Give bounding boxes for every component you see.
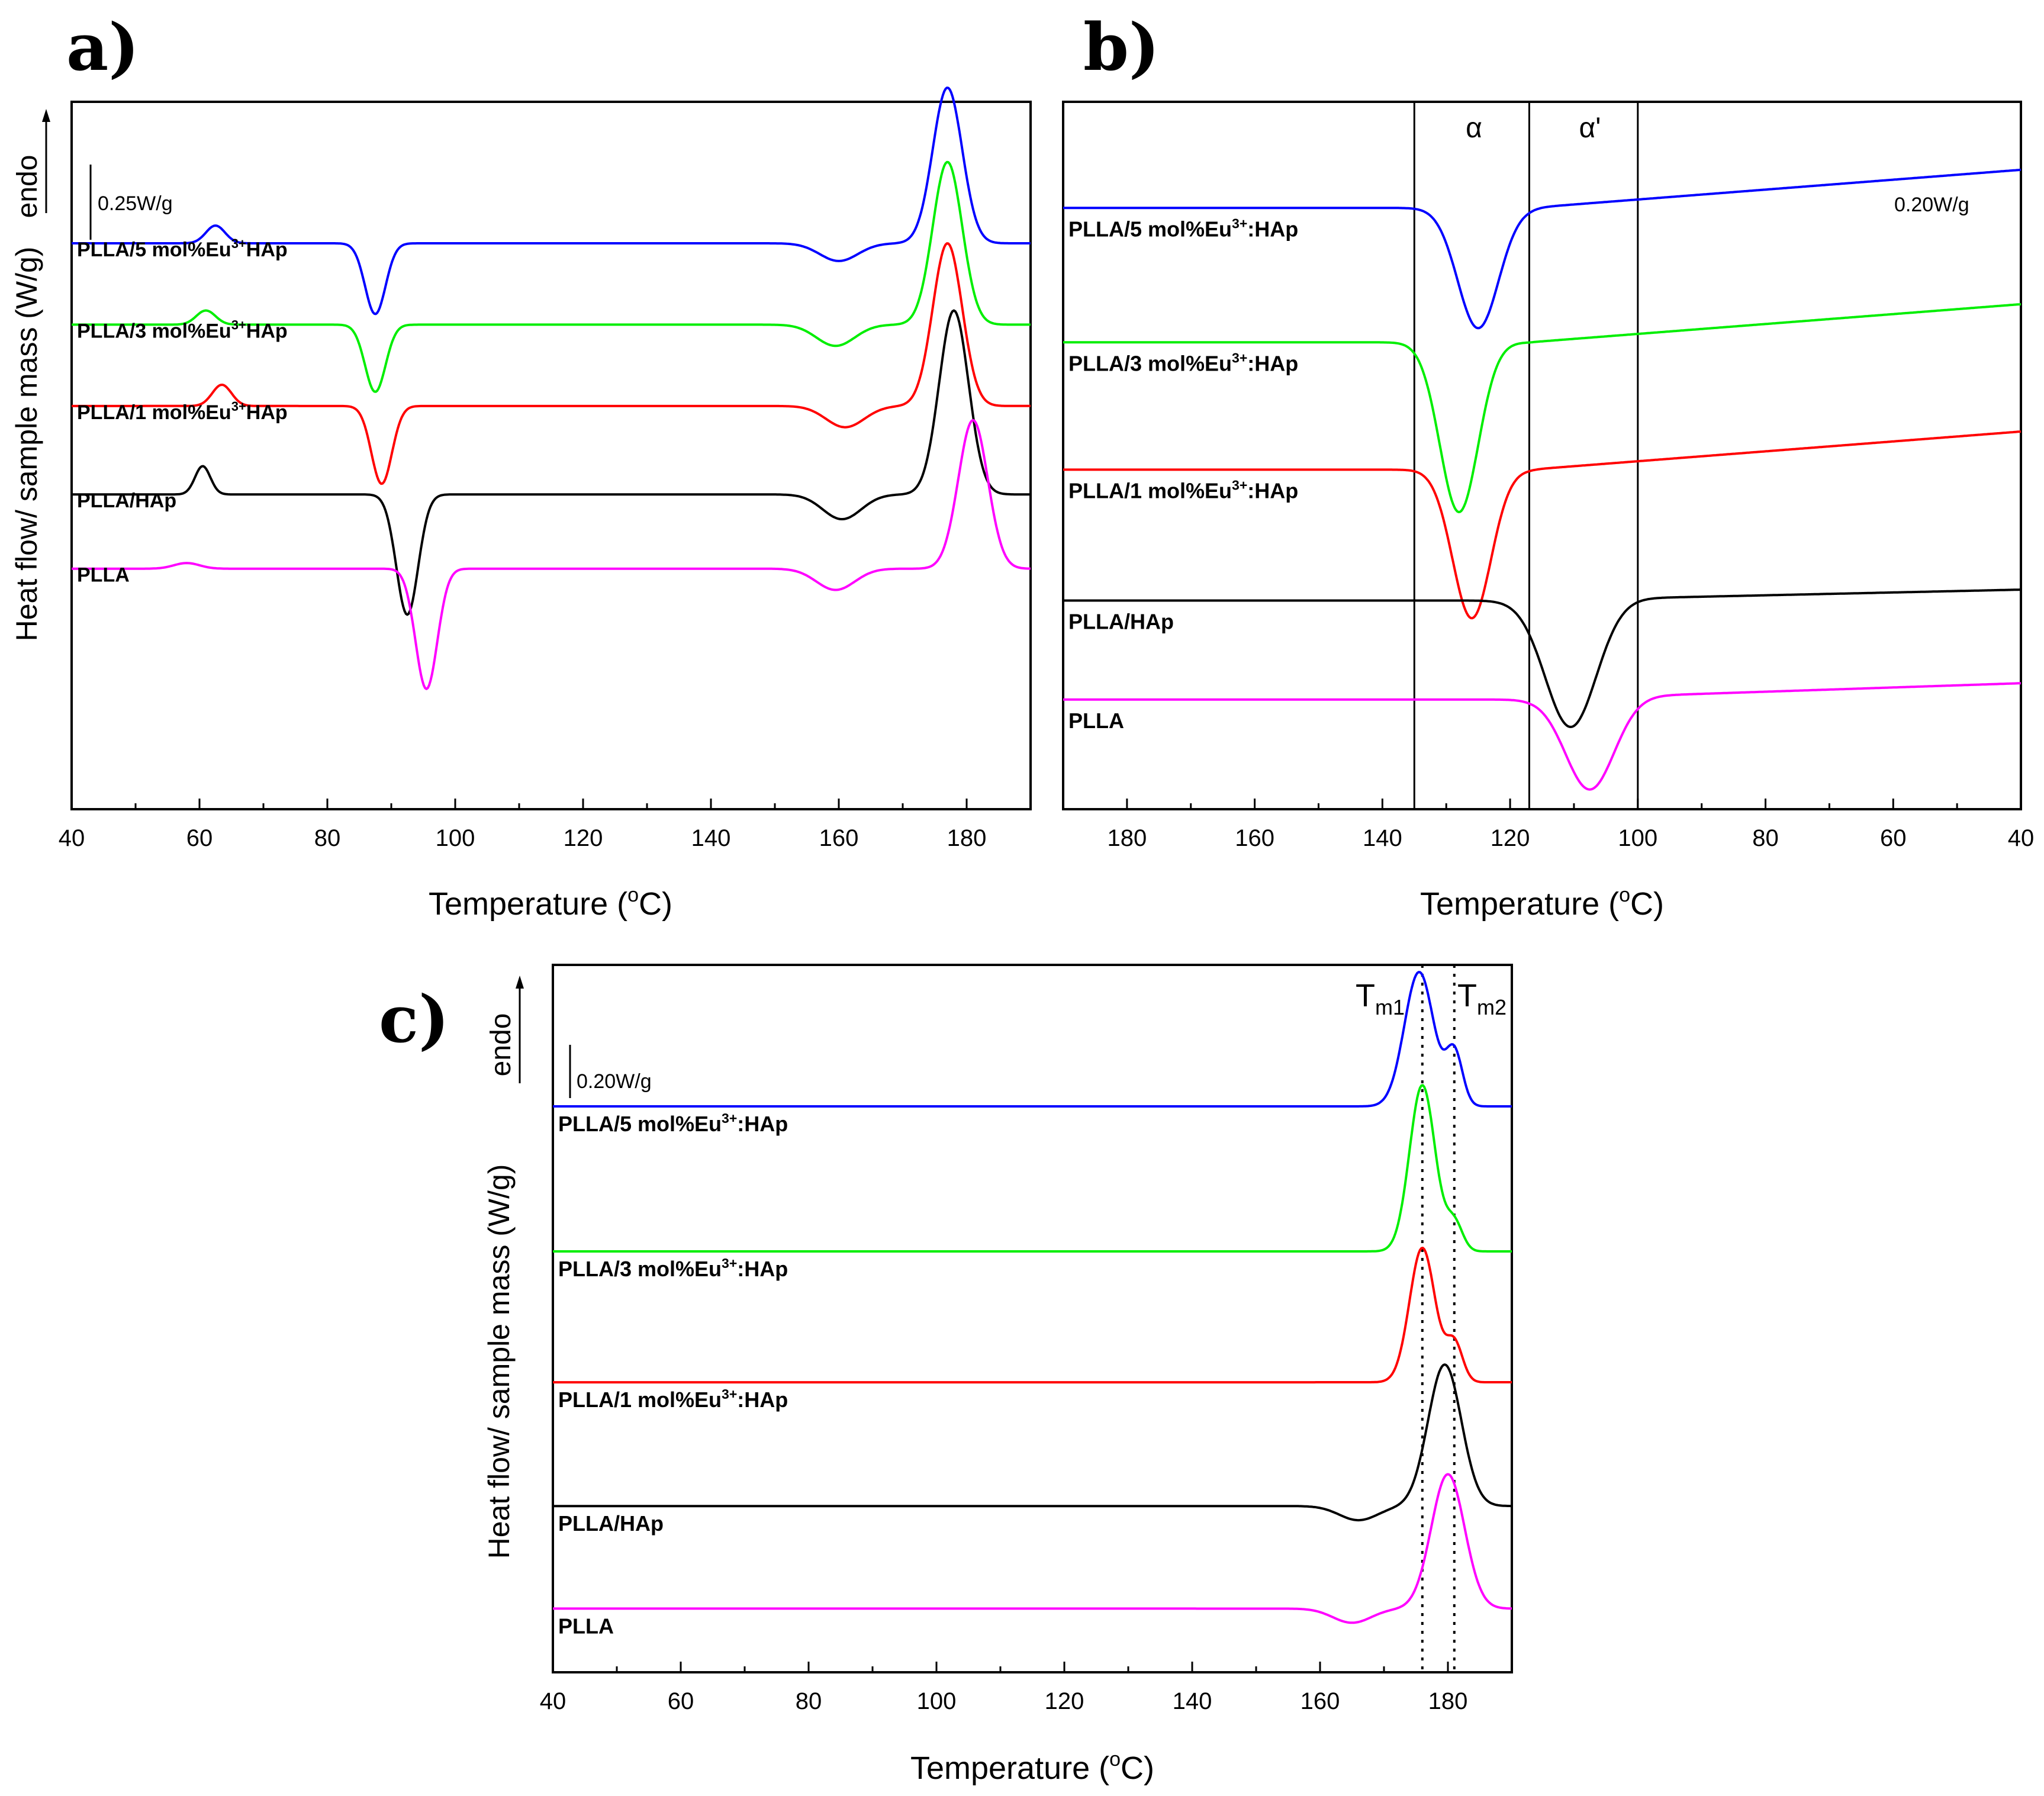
panel-a-endo-arrow (42, 109, 50, 213)
panel-c-series-line (553, 1363, 1512, 1522)
panel-a-series-line (72, 86, 1031, 316)
panel-a-series-label: PLLA/3 mol%Eu3+HAp (77, 317, 288, 342)
panel-a-tick-label: 40 (59, 825, 85, 851)
panel-c-series-label: PLLA/5 mol%Eu3+:HAp (558, 1111, 788, 1136)
panel-c-xlabel: Temperature (oC) (910, 1748, 1154, 1786)
panel-a-tick-label: 180 (947, 825, 987, 851)
panel-a-plot: 40 60 80 100 120 140 160 180 PLLA/5 mol%Eu3+HAp P… (59, 86, 1032, 851)
panel-a-scale-label: 0.25W/g (98, 192, 173, 215)
panel-a-series-line (72, 160, 1031, 393)
panel-c-tick-label: 100 (917, 1688, 957, 1714)
panel-c-plot: 40 60 80 100 120 140 160 180 PLLA/5 mol%Eu3+:HAp… (540, 965, 1513, 1714)
panel-a-series-line (72, 309, 1031, 616)
panel-a-frame (70, 101, 1032, 810)
panel-b-series-label: PLLA/3 mol%Eu3+:HAp (1068, 350, 1298, 375)
panel-c-series-line (553, 971, 1512, 1108)
panel-a-tick-label: 100 (436, 825, 475, 851)
panel-a-series-line (72, 419, 1031, 690)
panel-c-frame (552, 964, 1513, 1673)
panel-b-xlabel: Temperature (oC) (1420, 884, 1664, 922)
panel-b-alpha-label: α (1466, 112, 1482, 144)
panel-a-tick-label: 160 (819, 825, 859, 851)
panel-a-letter: a) (66, 9, 139, 85)
panel-c-endo-arrow (516, 976, 524, 1083)
panel-b-series-label: PLLA/5 mol%Eu3+:HAp (1068, 215, 1298, 241)
panel-a-ylabel: Heat flow/ sample mass (W/g) (10, 247, 43, 642)
panel-c-tm2-label: Tm2 (1457, 978, 1507, 1019)
panel-b-series-label: PLLA (1068, 709, 1124, 733)
panel-a-tick-label: 60 (186, 825, 213, 851)
panel-b-alpha-prime-label: α' (1579, 112, 1601, 144)
panel-b-plot: 180 160 140 120 100 80 60 40 PLLA/5 mol%Eu3+:HAp… (1062, 102, 2035, 851)
panel-c-endo-label: endo (485, 1013, 517, 1077)
panel-c-tick-label: 160 (1301, 1688, 1340, 1714)
panel-c-series-line (553, 1084, 1512, 1253)
panel-c-tick-label: 60 (668, 1688, 694, 1714)
panel-a-tick-label: 80 (314, 825, 341, 851)
panel-c-letter: c) (379, 981, 449, 1057)
panel-c-tick-label: 40 (540, 1688, 566, 1714)
panel-b-letter: b) (1083, 9, 1160, 85)
panel-c-series-label: PLLA/1 mol%Eu3+:HAp (558, 1386, 788, 1412)
panel-c-ylabel: Heat flow/ sample mass (W/g) (482, 1164, 516, 1559)
panel-c-series-label: PLLA/3 mol%Eu3+:HAp (558, 1256, 788, 1281)
panel-b-series-line (1063, 588, 2021, 728)
panel-b-tick-label: 40 (2008, 825, 2035, 851)
panel-b-scale-label: 0.20W/g (1894, 194, 1969, 216)
panel-c-tm1-label: Tm1 (1356, 978, 1405, 1019)
panel-b-series-line (1063, 168, 2022, 330)
panel-b-frame (1062, 101, 2022, 810)
panel-b-tick-label: 120 (1491, 825, 1530, 851)
panel-b-tick-label: 80 (1752, 825, 1779, 851)
panel-b-tick-label: 160 (1235, 825, 1274, 851)
panel-c-series-label: PLLA/HAp (558, 1511, 664, 1536)
panel-b-series-label: PLLA/HAp (1068, 609, 1174, 633)
panel-b-series-label: PLLA/1 mol%Eu3+:HAp (1068, 477, 1298, 503)
panel-a-tick-label: 140 (691, 825, 731, 851)
panel-c-tick-label: 80 (796, 1688, 822, 1714)
panel-a-series-label: PLLA/1 mol%Eu3+HAp (77, 399, 288, 424)
panel-b-tick-label: 140 (1363, 825, 1402, 851)
panel-a-series-label: PLLA/5 mol%Eu3+HAp (77, 236, 288, 261)
panel-b-tick-label: 180 (1107, 825, 1147, 851)
panel-c-tick-label: 140 (1173, 1688, 1212, 1714)
panel-b-tick-label: 60 (1880, 825, 1907, 851)
panel-a-xlabel: Temperature (oC) (429, 884, 672, 922)
panel-c-scale-label: 0.20W/g (577, 1070, 652, 1093)
panel-b-series-line (1063, 682, 2021, 791)
panel-c-tick-label: 180 (1428, 1688, 1468, 1714)
panel-a-endo-label: endo (12, 155, 43, 218)
panel-a-series-line (72, 242, 1031, 485)
panel-b-tick-label: 100 (1618, 825, 1657, 851)
panel-c-series-line (553, 1247, 1512, 1384)
panel-a-series-label: PLLA/HAp (77, 490, 176, 512)
panel-b-series-line (1063, 302, 2022, 513)
panel-a-series-label: PLLA (77, 564, 130, 587)
panel-c-series-label: PLLA (558, 1614, 614, 1638)
panel-a-tick-label: 120 (564, 825, 603, 851)
panel-c-tick-label: 120 (1045, 1688, 1084, 1714)
panel-b-series-line (1063, 430, 2022, 620)
panel-c-series-line (553, 1473, 1512, 1624)
